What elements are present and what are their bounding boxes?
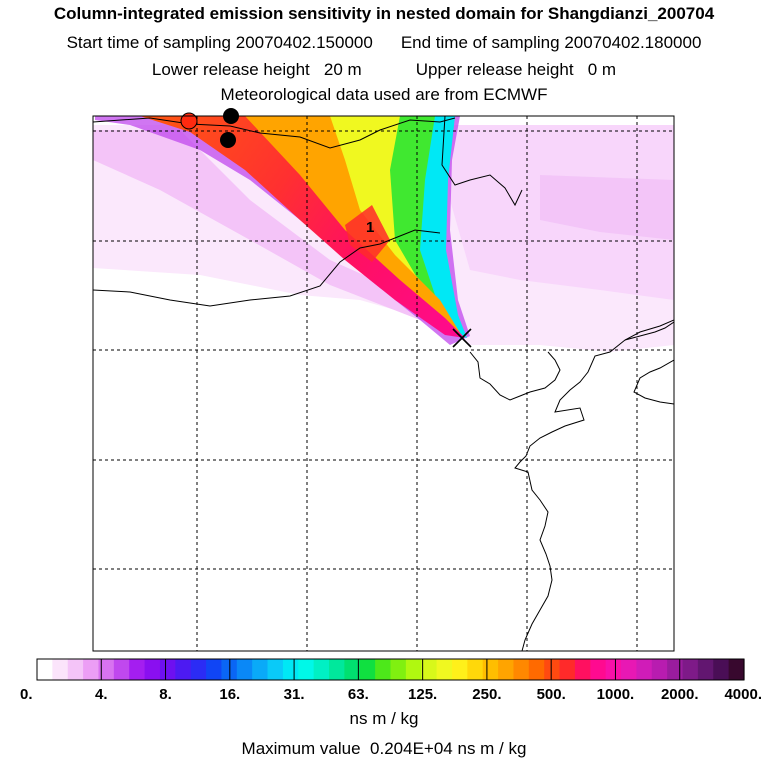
receptor-marker	[452, 328, 472, 348]
colorbar-swatch	[574, 659, 591, 680]
map-frame	[92, 115, 675, 652]
colorbar-tick-label: 16.	[219, 686, 240, 703]
colorbar-tick-label: 125.	[408, 686, 437, 703]
colorbar-swatch	[636, 659, 653, 680]
colorbar-swatch	[113, 659, 130, 680]
colorbar	[36, 658, 745, 681]
colorbar-swatch	[436, 659, 453, 680]
colorbar-tick-label: 250.	[472, 686, 501, 703]
colorbar-swatch	[159, 659, 176, 680]
colorbar-swatch	[682, 659, 699, 680]
release-dot-red	[180, 112, 198, 130]
sampling-times: Start time of sampling 20070402.150000 En…	[0, 33, 768, 53]
low-sensitivity-band	[93, 130, 455, 330]
release-heights: Lower release height 20 m Upper release h…	[0, 60, 768, 80]
colorbar-ticks: 0. 4. 8. 16. 31. 63. 125. 250. 500. 1000. 2000. 400…	[20, 659, 762, 703]
upper-release-value: 0 m	[587, 60, 617, 79]
colorbar-tick-label: 31.	[284, 686, 305, 703]
colorbar-swatch	[390, 659, 407, 680]
coastline	[633, 359, 674, 405]
colorbar-swatch	[129, 659, 146, 680]
colorbar-swatch	[375, 659, 392, 680]
colorbar-swatch	[67, 659, 84, 680]
colorbar-swatch	[513, 659, 530, 680]
colorbar-tick-label: 4.	[95, 686, 108, 703]
met-data-note: Meteorological data used are from ECMWF	[220, 85, 548, 104]
colorbar-swatch	[83, 659, 100, 680]
colorbar-swatch	[498, 659, 515, 680]
colorbar-swatch	[298, 659, 315, 680]
low-sensitivity-band-east	[540, 175, 674, 240]
colorbar-swatch	[144, 659, 161, 680]
plume-core-hotspot	[345, 205, 390, 262]
colorbar-swatch	[37, 659, 53, 680]
boundary-line	[93, 229, 441, 307]
colorbar-tick-label: 1000.	[597, 686, 635, 703]
colorbar-swatch	[252, 659, 269, 680]
chart-title: Column-integrated emission sensitivity i…	[53, 4, 715, 23]
map-boundaries	[93, 116, 674, 651]
map-grid	[93, 116, 674, 651]
plume-green	[215, 116, 463, 337]
lower-release-label: Lower release height	[151, 60, 310, 79]
coastline	[514, 319, 674, 651]
colorbar-swatch	[329, 659, 345, 680]
colorbar-swatch	[236, 659, 253, 680]
colorbar-swatch	[313, 659, 330, 680]
colorbar-tick-label: 500.	[537, 686, 566, 703]
emission-field	[93, 116, 674, 352]
colorbar-swatch	[605, 659, 622, 680]
colorbar-tick-label: 63.	[348, 686, 369, 703]
colorbar-tick-label: 4000.	[724, 686, 762, 703]
colorbar-swatch	[190, 659, 207, 680]
colorbar-swatch	[267, 659, 284, 680]
maximum-value: Maximum value 0.204E+04 ns m / kg	[0, 739, 768, 759]
colorbar-units: ns m / kg	[349, 709, 419, 728]
colorbar-tick-label: 0.	[20, 686, 33, 703]
colorbar-swatch	[206, 659, 223, 680]
maximum-number: 0.204E+04	[370, 739, 453, 758]
colorbar-tick-label: 8.	[159, 686, 172, 703]
maximum-units: ns m / kg	[457, 739, 527, 758]
colorbar-swatch	[528, 659, 545, 680]
coastline	[624, 321, 674, 341]
coastline	[469, 351, 561, 401]
maximum-label: Maximum value	[241, 739, 361, 758]
colorbar-swatch	[451, 659, 468, 680]
colorbar-swatch	[282, 659, 299, 680]
colorbar-swatch	[482, 659, 499, 680]
colorbar-frame	[36, 658, 745, 681]
colorbar-swatch	[713, 659, 730, 680]
lower-release-value: 20 m	[323, 60, 362, 79]
colorbar-swatch	[344, 659, 361, 680]
colorbar-swatch	[98, 659, 115, 680]
colorbar-swatch	[621, 659, 638, 680]
plume-core	[140, 116, 465, 338]
colorbar-swatch	[405, 659, 422, 680]
colorbar-swatch	[697, 659, 714, 680]
start-time-value: 20070402.150000	[235, 33, 373, 52]
colorbar-swatch	[421, 659, 438, 680]
end-time-value: 20070402.180000	[564, 33, 702, 52]
colorbar-swatch	[559, 659, 576, 680]
plume-label: 1	[366, 219, 374, 236]
colorbar-swatch	[667, 659, 684, 680]
colorbar-swatch	[544, 659, 561, 680]
colorbar-tick-label: 2000.	[661, 686, 699, 703]
colorbar-swatch	[651, 659, 668, 680]
boundary-line	[441, 116, 523, 207]
colorbar-swatch	[359, 659, 376, 680]
colorbar-swatch	[590, 659, 607, 680]
colorbar-swatch	[467, 659, 484, 680]
colorbar-swatch	[175, 659, 192, 680]
upper-release-label: Upper release height	[415, 60, 574, 79]
colorbar-swatch	[728, 659, 745, 680]
end-time-label: End time of sampling	[400, 33, 560, 52]
release-dot-black	[220, 132, 236, 148]
start-time-label: Start time of sampling	[66, 33, 231, 52]
colorbar-swatch	[52, 659, 69, 680]
